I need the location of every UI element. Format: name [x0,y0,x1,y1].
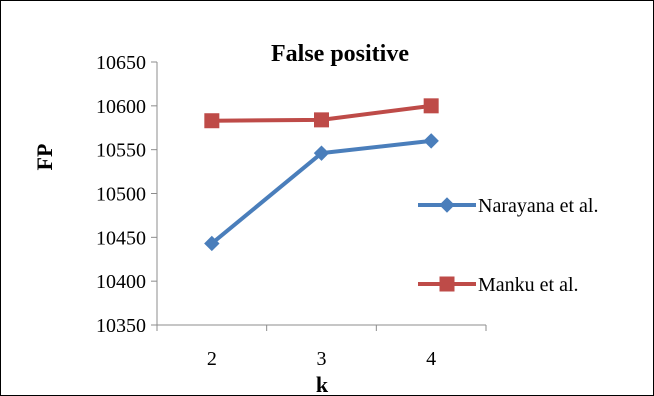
y-tick-label: 10600 [96,96,146,118]
data-point [423,133,439,149]
series-1 [204,133,439,252]
legend: Narayana et al. Manku et al. [418,195,598,296]
x-tick-label: 3 [317,348,327,370]
x-tick-label: 4 [426,348,436,370]
x-tick-label: 2 [207,348,217,370]
data-point [204,235,220,252]
y-tick-label: 10550 [96,140,146,162]
y-tick-label: 10650 [96,52,146,74]
y-tick-label: 10500 [96,184,146,206]
y-tick-label: 10450 [96,227,146,249]
data-point [313,145,330,161]
legend-item: Narayana et al. [418,195,598,217]
legend-swatch-marker [439,276,455,292]
legend-item: Manku et al. [418,274,579,296]
series-2 [204,98,439,129]
legend-swatch-marker [439,197,455,213]
data-point [204,113,220,129]
legend-label: Narayana et al. [478,195,598,217]
legend-label: Manku et al. [478,274,579,296]
y-tick-label: 10400 [96,271,146,293]
y-axis-ticks: 10350 10400 10450 10500 10550 10600 10650 [96,52,157,337]
series-layer [204,98,439,252]
data-point [314,112,329,128]
data-point [423,98,439,114]
y-tick-label: 10350 [96,315,146,337]
chart-title: False positive [271,41,409,67]
x-axis-ticks: 2 3 4 [156,325,487,370]
y-axis-title: FP [32,144,57,171]
x-axis-title: k [316,372,329,396]
